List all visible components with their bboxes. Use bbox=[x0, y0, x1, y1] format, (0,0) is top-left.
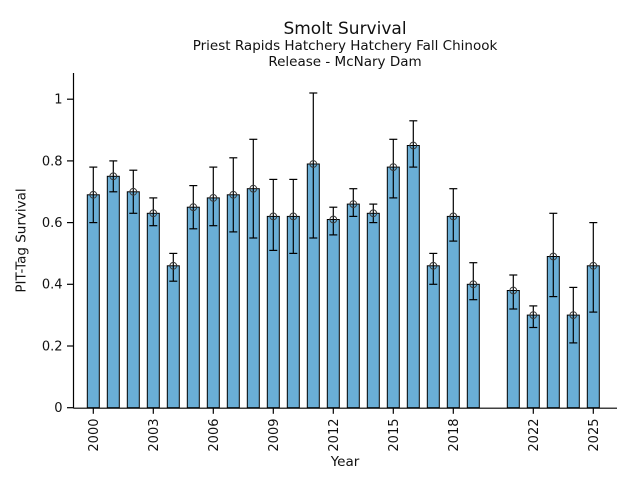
y-tick-label: 0 bbox=[54, 401, 62, 416]
bar-2019 bbox=[466, 283, 480, 409]
bar-2017 bbox=[426, 265, 440, 409]
x-axis-label: Year bbox=[330, 454, 360, 470]
y-tick-label: 0.8 bbox=[42, 154, 63, 169]
x-tick-label: 2009 bbox=[267, 419, 282, 452]
point-marker-2012 bbox=[329, 215, 338, 224]
bar-2004 bbox=[166, 265, 180, 409]
y-tick-label: 0.4 bbox=[42, 278, 63, 293]
bar-2000 bbox=[86, 194, 100, 409]
bar-2005 bbox=[186, 206, 200, 409]
x-tick-label: 2003 bbox=[147, 419, 162, 452]
bar-2013 bbox=[346, 203, 360, 409]
point-marker-2001 bbox=[109, 172, 118, 181]
y-tick-label: 0.2 bbox=[42, 339, 63, 354]
point-marker-2007 bbox=[229, 190, 238, 199]
x-axis-ticks: 2000 2003 2006 2009 2012 2015 2018 2022 2025 bbox=[87, 408, 602, 452]
point-marker-2010 bbox=[289, 212, 298, 221]
point-marker-2019 bbox=[469, 280, 478, 289]
y-tick-label: 1 bbox=[54, 93, 62, 108]
bar-2015 bbox=[386, 166, 400, 409]
x-tick-label: 2015 bbox=[387, 419, 402, 452]
chart-subtitle-line2: Release - McNary Dam bbox=[268, 54, 422, 70]
point-marker-2005 bbox=[189, 203, 198, 212]
point-marker-2002 bbox=[129, 187, 138, 196]
point-marker-2008 bbox=[249, 184, 258, 193]
point-marker-2018 bbox=[449, 212, 458, 221]
x-tick-label: 2025 bbox=[587, 419, 602, 452]
x-tick-label: 2006 bbox=[207, 419, 222, 452]
point-marker-2016 bbox=[409, 141, 418, 150]
point-marker-2000 bbox=[89, 190, 98, 199]
bar-2006 bbox=[206, 197, 220, 409]
point-marker-2006 bbox=[209, 194, 218, 202]
point-marker-2014 bbox=[369, 209, 378, 218]
bar-2016 bbox=[406, 145, 420, 409]
x-tick-label: 2012 bbox=[327, 419, 342, 452]
point-marker-2013 bbox=[349, 200, 358, 209]
y-tick-label: 0.6 bbox=[42, 216, 63, 231]
x-tick-label: 2022 bbox=[527, 419, 542, 452]
x-tick-label: 2018 bbox=[447, 419, 462, 452]
y-axis-ticks: 0 0.2 0.4 0.6 0.8 1 bbox=[42, 93, 74, 416]
point-marker-2004 bbox=[169, 261, 178, 270]
bar-2002 bbox=[126, 191, 140, 409]
bar-2022 bbox=[526, 314, 540, 409]
point-marker-2009 bbox=[269, 212, 278, 221]
point-marker-2024 bbox=[569, 311, 578, 320]
bar-2001 bbox=[106, 175, 120, 409]
point-marker-2025 bbox=[589, 261, 598, 270]
point-marker-2011 bbox=[309, 160, 318, 168]
x-tick-label: 2000 bbox=[87, 419, 102, 452]
bars-group bbox=[86, 92, 600, 409]
point-marker-2023 bbox=[549, 252, 558, 261]
bar-2003 bbox=[146, 212, 160, 409]
bar-2018 bbox=[446, 215, 460, 409]
point-marker-2015 bbox=[389, 163, 398, 172]
bar-2014 bbox=[366, 212, 380, 409]
point-marker-2021 bbox=[509, 286, 518, 295]
bar-2012 bbox=[326, 219, 340, 409]
chart-subtitle-line1: Priest Rapids Hatchery Hatchery Fall Chi… bbox=[192, 38, 498, 54]
chart-title: Smolt Survival bbox=[283, 19, 407, 39]
point-marker-2017 bbox=[429, 261, 438, 270]
point-marker-2003 bbox=[149, 209, 158, 218]
point-marker-2022 bbox=[529, 311, 538, 320]
